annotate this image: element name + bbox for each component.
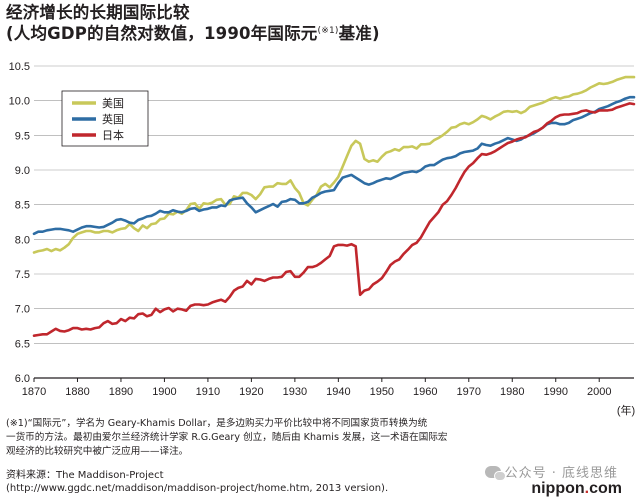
- wechat-watermark: 公众号 · 底线思维: [484, 462, 618, 481]
- x-tick-label: 1960: [413, 386, 437, 398]
- source-line1: 资料来源：The Maddison-Project: [6, 470, 164, 481]
- footnote-line2: 一货币的方法。最初由爱尔兰经济统计学家 R.G.Geary 创立，随后由 Kha…: [6, 432, 448, 443]
- data-source: 资料来源：The Maddison-Project (http://www.gg…: [6, 469, 566, 495]
- y-tick-label: 8.5: [15, 200, 30, 212]
- x-tick-label: 1910: [196, 386, 220, 398]
- y-tick-label: 9.5: [15, 130, 30, 142]
- y-tick-label: 6.0: [15, 373, 30, 385]
- title-line2-end: 基准): [338, 24, 380, 43]
- legend-label: 日本: [102, 128, 124, 142]
- series-line-美国: [32, 75, 636, 254]
- legend-label: 英国: [102, 112, 124, 126]
- y-tick-label: 10.5: [9, 61, 30, 73]
- y-tick-label: 6.5: [15, 338, 30, 350]
- x-tick-label: 1980: [500, 386, 524, 398]
- chart-title: 经济增长的长期国际比较 (人均GDP的自然对数值，1990年国际元(※1)基准): [6, 3, 634, 43]
- nippon-logo-end: com: [589, 480, 622, 497]
- x-tick-label: 1970: [457, 386, 481, 398]
- y-tick-label: 10.0: [9, 96, 30, 108]
- x-axis-ticks: 1870 1880 1890 1900 1910 1920 1930 1940 1950 1960…: [22, 378, 611, 398]
- legend-label: 美国: [102, 97, 124, 110]
- title-line2: (人均GDP的自然对数值，1990年国际元(※1)基准): [6, 22, 634, 43]
- y-tick-label: 8.0: [15, 234, 30, 246]
- series-line-日本: [32, 102, 636, 337]
- title-footnote-mark: (※1): [317, 26, 339, 36]
- y-tick-label: 7.0: [15, 304, 30, 316]
- x-tick-label: 1930: [283, 386, 307, 398]
- nippon-logo-dot: .: [584, 480, 590, 497]
- x-tick-label: 1880: [65, 386, 89, 398]
- series-lines: [32, 75, 636, 337]
- title-line1: 经济增长的长期国际比较: [6, 3, 190, 22]
- x-tick-label: 1950: [370, 386, 394, 398]
- x-tick-label: 1870: [22, 386, 46, 398]
- title-line2-main: (人均GDP的自然对数值，1990年国际元: [6, 24, 318, 43]
- y-axis-ticks: 6.0 6.5 7.0 7.5 8.0 8.5 9.0 9.5 10.0 10.5: [9, 61, 30, 385]
- x-tick-label: 1990: [543, 386, 567, 398]
- wechat-icon: [484, 466, 506, 481]
- x-tick-label: 1890: [109, 386, 133, 398]
- x-tick-label: 2000: [587, 386, 611, 398]
- gdp-line-chart: 6.0 6.5 7.0 7.5 8.0 8.5 9.0 9.5 10.0 10.5 1870 188…: [9, 61, 636, 417]
- x-tick-label: 1920: [239, 386, 263, 398]
- nippon-logo: nippon.com: [531, 480, 622, 498]
- footnote-line3: 观经济的比较研究中被广泛应用——译注。: [6, 446, 189, 457]
- x-axis-unit: (年): [617, 403, 635, 417]
- x-tick-label: 1940: [326, 386, 350, 398]
- y-tick-label: 7.5: [15, 269, 30, 281]
- footnote-line1: (※1)“国际元”，学名为 Geary-Khamis Dollar，是多边购买力…: [6, 418, 428, 429]
- x-tick-label: 1900: [152, 386, 176, 398]
- watermark-text: 公众号 · 底线思维: [504, 466, 618, 481]
- footnote: (※1)“国际元”，学名为 Geary-Khamis Dollar，是多边购买力…: [6, 417, 504, 459]
- y-tick-label: 9.0: [15, 165, 30, 177]
- nippon-logo-main: nippon: [531, 480, 585, 497]
- source-line2: (http://www.ggdc.net/maddison/maddison-p…: [6, 483, 389, 494]
